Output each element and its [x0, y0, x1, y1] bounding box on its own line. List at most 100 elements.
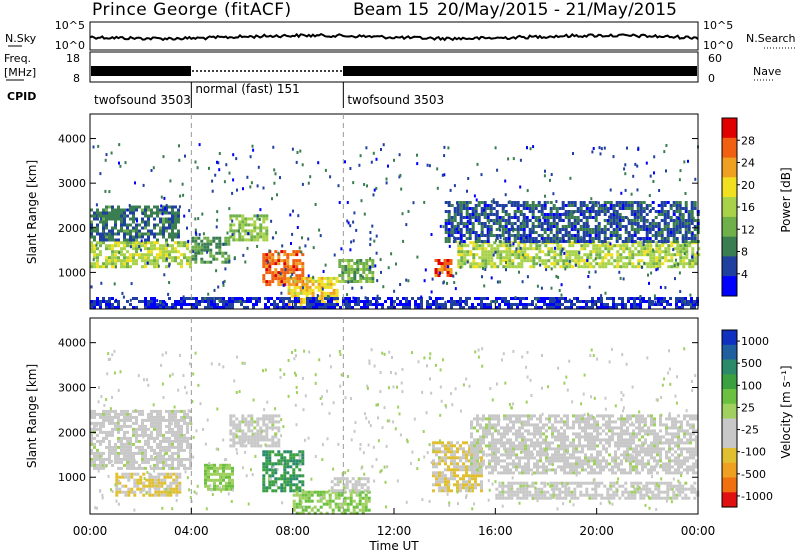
data-cell: [117, 454, 120, 458]
data-cell: [327, 297, 330, 300]
data-cell: [138, 427, 141, 431]
data-cell: [591, 201, 595, 204]
data-cell: [316, 294, 319, 298]
data-cell: [271, 435, 275, 439]
data-cell: [138, 235, 141, 239]
data-cell: [444, 237, 448, 240]
data-cell: [253, 220, 257, 224]
data-cell: [235, 426, 239, 430]
data-cell: [117, 457, 120, 461]
data-cell: [298, 250, 302, 254]
data-cell: [156, 427, 159, 431]
data-cell: [316, 499, 320, 503]
data-cell: [544, 169, 546, 173]
data-cell: [238, 438, 242, 442]
data-cell: [434, 271, 438, 274]
data-cell: [678, 178, 681, 182]
data-cell: [126, 466, 129, 470]
data-cell: [521, 280, 524, 284]
data-cell: [564, 297, 567, 300]
data-cell: [515, 444, 518, 448]
data-cell: [231, 300, 234, 303]
data-cell: [232, 423, 236, 427]
data-cell: [512, 227, 515, 231]
data-cell: [192, 303, 195, 306]
data-cell: [312, 300, 315, 303]
data-cell: [138, 466, 141, 470]
data-cell: [522, 219, 526, 222]
data-cell: [298, 489, 302, 493]
data-cell: [171, 306, 174, 309]
data-cell: [579, 306, 582, 309]
data-cell: [364, 508, 368, 512]
data-cell: [509, 243, 512, 247]
data-cell: [256, 238, 260, 242]
data-cell: [453, 468, 456, 472]
data-cell: [270, 303, 273, 306]
data-cell: [229, 429, 233, 433]
data-cell: [485, 426, 488, 430]
data-cell: [653, 155, 656, 159]
data-cell: [130, 472, 134, 476]
data-cell: [476, 162, 479, 166]
data-cell: [200, 248, 204, 252]
data-cell: [99, 235, 102, 239]
data-cell: [165, 448, 168, 452]
data-cell: [186, 436, 189, 440]
data-cell: [292, 493, 296, 497]
data-cell: [159, 460, 162, 464]
data-cell: [366, 486, 370, 490]
data-cell: [96, 457, 99, 461]
data-cell: [93, 247, 96, 251]
data-cell: [506, 447, 509, 451]
data-cell: [470, 462, 473, 466]
data-cell: [150, 229, 153, 233]
data-cell: [169, 484, 173, 488]
data-cell: [660, 210, 664, 213]
data-cell: [271, 274, 275, 278]
data-cell: [268, 417, 272, 421]
data-cell: [123, 262, 126, 266]
data-cell: [286, 271, 290, 275]
data-cell: [267, 297, 270, 300]
data-cell: [114, 253, 117, 257]
data-cell: [438, 441, 441, 445]
data-cell: [93, 445, 96, 449]
data-cell: [491, 435, 494, 439]
data-cell: [479, 435, 482, 439]
data-cell: [132, 421, 135, 425]
data-cell: [162, 439, 165, 443]
data-cell: [684, 192, 687, 195]
data-cell: [105, 232, 108, 236]
data-cell: [218, 168, 221, 172]
data-cell: [330, 306, 333, 309]
data-cell: [639, 207, 643, 210]
data-cell: [117, 306, 120, 309]
data-cell: [124, 490, 128, 494]
data-cell: [477, 234, 481, 237]
data-cell: [342, 486, 346, 490]
data-cell: [681, 306, 684, 309]
data-cell: [619, 259, 623, 263]
data-cell: [660, 207, 664, 210]
data-cell: [607, 244, 611, 248]
data-cell: [471, 486, 474, 490]
data-cell: [286, 480, 290, 484]
data-cell: [663, 300, 666, 303]
data-cell: [218, 251, 222, 255]
data-cell: [474, 240, 478, 243]
data-cell: [111, 229, 114, 233]
data-cell: [298, 502, 302, 506]
data-cell: [118, 161, 120, 165]
data-cell: [156, 409, 159, 413]
data-cell: [102, 232, 105, 236]
data-cell: [622, 265, 626, 269]
data-cell: [633, 240, 637, 243]
data-cell: [420, 303, 423, 306]
data-cell: [640, 259, 644, 263]
data-cell: [315, 297, 318, 300]
data-cell: [592, 259, 596, 263]
data-cell: [494, 426, 497, 430]
data-cell: [540, 222, 544, 225]
data-cell: [532, 262, 536, 266]
